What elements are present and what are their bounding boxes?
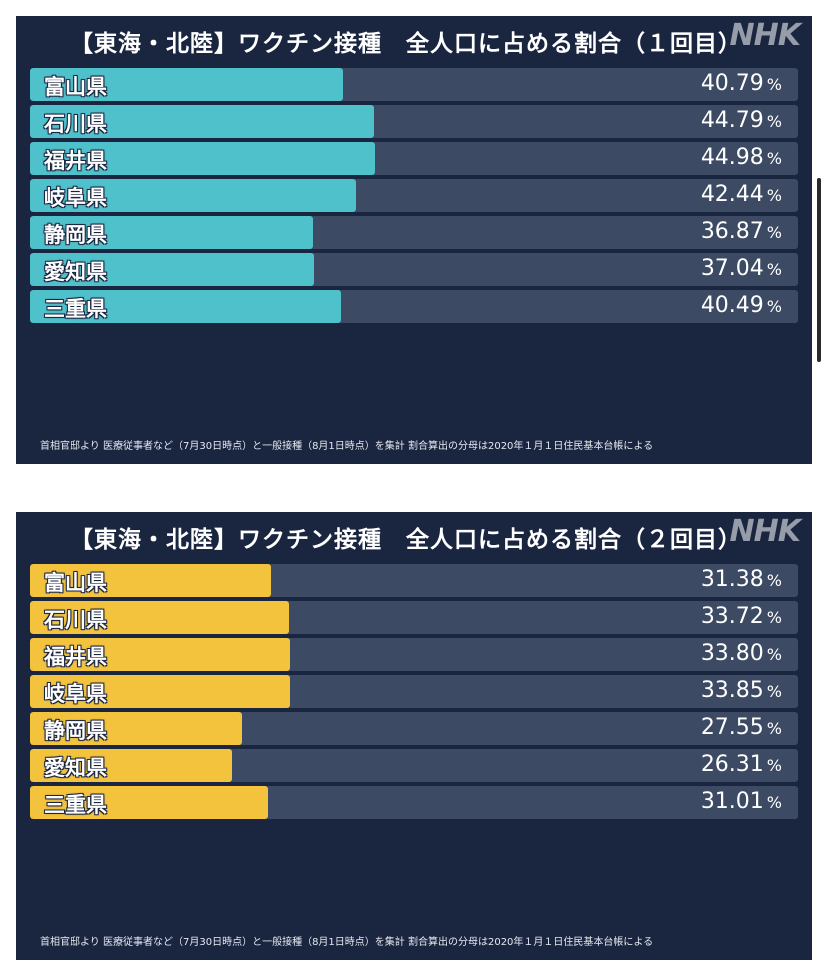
scrollbar[interactable] — [817, 178, 821, 362]
value-number: 33.80 — [700, 641, 764, 666]
bar-row: 三重県 40.49% — [30, 290, 798, 323]
chart-title: 【東海・北陸】ワクチン接種 全人口に占める割合（２回目） — [70, 527, 742, 553]
nhk-logo: NHK — [729, 514, 801, 549]
value-label: 33.72% — [701, 604, 782, 629]
bar — [30, 68, 344, 101]
value-label: 44.98% — [701, 145, 782, 170]
nhk-logo: NHK — [729, 18, 801, 53]
percent-sign: % — [766, 608, 782, 627]
percent-sign: % — [766, 223, 782, 242]
value-label: 33.80% — [701, 641, 782, 666]
category-label: 岐阜県 — [44, 186, 107, 210]
bar — [30, 675, 290, 708]
value-label: 36.87% — [701, 219, 782, 244]
bar — [30, 290, 341, 323]
category-label: 石川県 — [44, 112, 107, 136]
bar-row: 富山県 31.38% — [30, 564, 798, 597]
chart-panel-second-dose: 【東海・北陸】ワクチン接種 全人口に占める割合（２回目） NHK 富山県 31.3… — [16, 512, 812, 960]
percent-sign: % — [766, 186, 782, 205]
bar — [30, 712, 242, 745]
percent-sign: % — [766, 756, 782, 775]
bar-row: 富山県 40.79% — [30, 68, 798, 101]
bar-row: 静岡県 36.87% — [30, 216, 798, 249]
value-number: 44.79 — [700, 108, 764, 133]
value-number: 33.72 — [700, 604, 764, 629]
bar — [30, 601, 289, 634]
value-number: 37.04 — [700, 256, 764, 281]
value-number: 33.85 — [700, 678, 764, 703]
value-number: 44.98 — [700, 145, 764, 170]
bar-row: 岐阜県 42.44% — [30, 179, 798, 212]
bar-row: 岐阜県 33.85% — [30, 675, 798, 708]
category-label: 三重県 — [44, 793, 107, 817]
bar — [30, 179, 356, 212]
bar-row: 三重県 31.01% — [30, 786, 798, 819]
value-label: 37.04% — [701, 256, 782, 281]
value-label: 27.55% — [701, 715, 782, 740]
chart-title: 【東海・北陸】ワクチン接種 全人口に占める割合（１回目） — [70, 31, 742, 57]
source-note: 首相官邸より 医療従事者など（7月30日時点）と一般接種（8月1日時点）を集計 … — [40, 937, 654, 948]
bar-row: 石川県 33.72% — [30, 601, 798, 634]
category-label: 愛知県 — [44, 260, 107, 284]
chart-panel-first-dose: 【東海・北陸】ワクチン接種 全人口に占める割合（１回目） NHK 富山県 40.7… — [16, 16, 812, 464]
value-label: 44.79% — [701, 108, 782, 133]
percent-sign: % — [766, 260, 782, 279]
value-label: 40.49% — [701, 293, 782, 318]
bar — [30, 786, 269, 819]
category-label: 福井県 — [44, 645, 107, 669]
bar — [30, 216, 314, 249]
bar — [30, 142, 376, 175]
category-label: 静岡県 — [44, 719, 107, 743]
value-label: 26.31% — [701, 752, 782, 777]
category-label: 静岡県 — [44, 223, 107, 247]
percent-sign: % — [766, 645, 782, 664]
bar-row: 福井県 44.98% — [30, 142, 798, 175]
bar-row: 愛知県 26.31% — [30, 749, 798, 782]
category-label: 三重県 — [44, 297, 107, 321]
bar — [30, 253, 315, 286]
bar-row: 石川県 44.79% — [30, 105, 798, 138]
bar-row: 静岡県 27.55% — [30, 712, 798, 745]
value-number: 40.49 — [700, 293, 764, 318]
bar — [30, 749, 233, 782]
bar-row: 愛知県 37.04% — [30, 253, 798, 286]
bar-row: 福井県 33.80% — [30, 638, 798, 671]
value-number: 27.55 — [700, 715, 764, 740]
percent-sign: % — [766, 112, 782, 131]
value-number: 42.44 — [700, 182, 764, 207]
value-number: 26.31 — [700, 752, 764, 777]
category-label: 富山県 — [44, 571, 107, 595]
percent-sign: % — [766, 719, 782, 738]
category-label: 石川県 — [44, 608, 107, 632]
value-number: 31.01 — [700, 789, 764, 814]
value-label: 31.38% — [701, 567, 782, 592]
percent-sign: % — [766, 571, 782, 590]
value-label: 31.01% — [701, 789, 782, 814]
value-number: 36.87 — [700, 219, 764, 244]
bar-rows: 富山県 31.38% 石川県 33.72% 福井県 33.80% 岐阜県 33.85% 静岡県 2… — [30, 564, 798, 823]
percent-sign: % — [766, 149, 782, 168]
percent-sign: % — [766, 793, 782, 812]
value-number: 40.79 — [700, 71, 764, 96]
percent-sign: % — [766, 75, 782, 94]
percent-sign: % — [766, 297, 782, 316]
value-label: 40.79% — [701, 71, 782, 96]
bar — [30, 105, 374, 138]
bar — [30, 638, 290, 671]
source-note: 首相官邸より 医療従事者など（7月30日時点）と一般接種（8月1日時点）を集計 … — [40, 441, 654, 452]
category-label: 富山県 — [44, 75, 107, 99]
bar — [30, 564, 271, 597]
category-label: 岐阜県 — [44, 682, 107, 706]
percent-sign: % — [766, 682, 782, 701]
category-label: 愛知県 — [44, 756, 107, 780]
bar-rows: 富山県 40.79% 石川県 44.79% 福井県 44.98% 岐阜県 42.44% 静岡県 3… — [30, 68, 798, 327]
value-label: 33.85% — [701, 678, 782, 703]
value-label: 42.44% — [701, 182, 782, 207]
category-label: 福井県 — [44, 149, 107, 173]
value-number: 31.38 — [700, 567, 764, 592]
